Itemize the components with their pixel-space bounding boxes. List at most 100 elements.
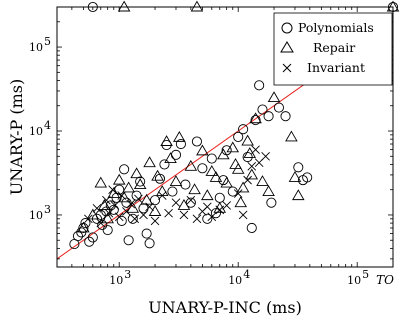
data-point-polynomials <box>263 111 274 122</box>
data-point-polynomials <box>108 204 119 215</box>
data-point-repair <box>256 175 269 187</box>
data-point-invariant <box>222 201 231 210</box>
data-point-polynomials <box>257 104 268 115</box>
data-point-polynomials <box>197 163 208 174</box>
data-point-repair <box>241 134 254 146</box>
data-point-invariant <box>84 214 93 224</box>
data-point-polynomials <box>102 225 113 236</box>
data-point-polynomials <box>175 138 186 150</box>
data-point-invariant <box>102 195 111 205</box>
data-point-polynomials <box>185 197 196 208</box>
data-point-repair <box>226 141 240 153</box>
data-point-repair <box>151 169 164 181</box>
data-point-polynomials <box>254 80 265 91</box>
data-point-polynomials <box>233 131 244 142</box>
data-point-repair <box>288 171 302 182</box>
data-point-invariant <box>215 205 225 215</box>
data-point-repair <box>117 191 131 203</box>
data-point-polynomials <box>78 222 89 234</box>
data-point-repair <box>112 173 126 185</box>
timeout-point-repair <box>117 0 131 12</box>
data-point-polynomials <box>238 124 249 135</box>
legend-cross-marker <box>282 63 292 73</box>
y-tick-label-1: 10 <box>29 125 43 138</box>
data-point-invariant <box>145 202 154 212</box>
x-tick-label-2: 10 <box>347 274 361 287</box>
data-point-repair <box>169 175 183 187</box>
data-point-repair <box>133 178 147 190</box>
data-point-invariant <box>122 207 131 216</box>
data-point-repair <box>98 199 111 210</box>
data-point-polynomials <box>246 222 257 234</box>
x-tick-exp-1: 4 <box>243 268 250 281</box>
legend-box <box>273 12 393 86</box>
data-point-polynomials <box>167 186 178 197</box>
data-point-repair <box>234 196 247 208</box>
data-point-invariant <box>186 195 196 205</box>
x-tick-label-0: 10 <box>109 274 123 287</box>
x-tick-exp-2: 5 <box>362 268 369 281</box>
data-point-invariant <box>251 145 260 154</box>
data-point-invariant <box>171 198 181 208</box>
data-point-polynomials <box>97 219 108 231</box>
data-point-invariant <box>134 194 143 204</box>
y-tick-label-0: 10 <box>29 209 43 222</box>
data-point-invariant <box>164 208 173 218</box>
data-point-invariant <box>192 214 202 224</box>
data-point-polynomials <box>80 218 91 229</box>
data-point-polynomials <box>170 149 182 160</box>
data-point-polynomials <box>302 172 313 183</box>
data-point-repair <box>285 130 298 142</box>
data-point-polynomials <box>135 176 146 187</box>
data-point-repair <box>249 112 262 124</box>
data-point-polynomials <box>159 159 170 170</box>
data-point-polynomials <box>214 192 225 203</box>
data-point-invariant <box>179 210 189 220</box>
x-tick-exp-0: 3 <box>124 268 131 281</box>
x-axis-title: UNARY-P-INC (ms) <box>148 298 302 317</box>
data-point-invariant <box>247 161 257 171</box>
data-point-polynomials <box>202 213 213 224</box>
data-point-invariant <box>117 191 127 200</box>
data-point-repair <box>148 205 162 216</box>
data-point-repair <box>209 171 223 182</box>
data-point-polynomials <box>191 136 202 147</box>
data-point-repair <box>94 176 108 188</box>
data-point-repair <box>220 176 233 188</box>
data-point-polynomials <box>149 195 161 206</box>
data-point-invariant <box>108 185 117 195</box>
data-point-invariant <box>104 208 114 218</box>
data-point-polynomials <box>127 213 138 224</box>
data-point-polynomials <box>131 190 142 201</box>
data-point-invariant <box>238 210 248 220</box>
data-point-repair <box>101 212 114 224</box>
data-point-repair <box>107 187 121 198</box>
data-point-polynomials <box>206 153 217 164</box>
data-point-repair <box>201 189 214 201</box>
y-tick-exp-1: 4 <box>44 119 51 132</box>
data-point-invariant <box>243 175 252 185</box>
legend-triangle-marker <box>280 41 294 53</box>
points-layer <box>69 80 313 250</box>
data-point-invariant <box>96 218 106 228</box>
data-point-repair <box>130 167 143 179</box>
data-point-repair <box>143 156 156 168</box>
data-point-polynomials <box>141 228 152 239</box>
x-tick-label-to: TO <box>376 273 394 287</box>
data-point-polynomials <box>280 111 291 122</box>
data-point-polynomials <box>87 232 98 243</box>
data-point-invariant <box>207 212 217 222</box>
data-point-repair <box>231 162 245 174</box>
data-point-polynomials <box>116 215 127 226</box>
data-point-repair <box>196 144 209 156</box>
data-point-polynomials <box>123 235 134 246</box>
data-point-invariant <box>126 199 136 209</box>
y-tick-exp-2: 5 <box>44 35 51 48</box>
data-point-polynomials <box>121 197 132 208</box>
data-point-repair <box>164 152 177 163</box>
data-point-invariant <box>92 203 102 213</box>
data-point-repair <box>229 158 242 169</box>
data-point-repair <box>77 221 90 233</box>
data-point-repair <box>122 181 135 193</box>
